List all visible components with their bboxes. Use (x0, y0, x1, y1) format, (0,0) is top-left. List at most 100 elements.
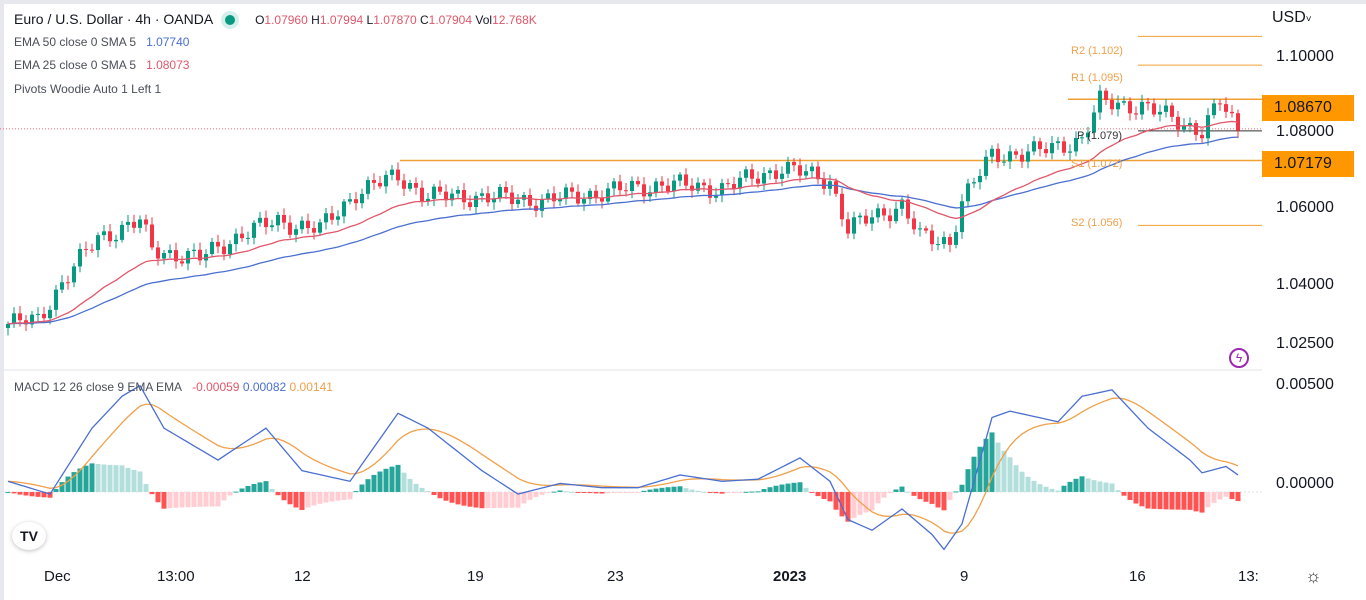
tradingview-logo-icon[interactable]: TV (12, 522, 46, 550)
macd-histogram-bar (923, 491, 929, 502)
symbol-legend: Euro / U.S. Dollar · 4h · OANDA O1.07960… (14, 11, 537, 27)
macd-histogram-bar (1043, 486, 1049, 492)
candle-body (1140, 101, 1144, 115)
candle-body (816, 166, 820, 180)
candle-body (156, 247, 160, 259)
candle-body (150, 224, 154, 248)
macd-histogram-bar (479, 491, 485, 509)
macd-histogram-bar (827, 491, 833, 502)
macd-histogram-bar (413, 483, 419, 492)
candle-body (966, 183, 970, 202)
candle-body (1146, 101, 1150, 104)
candle-body (1134, 113, 1138, 115)
candle-body (1014, 151, 1018, 155)
macd-histogram-bar (653, 488, 659, 492)
candle-body (678, 174, 682, 181)
macd-histogram-bar (137, 471, 143, 492)
candle-body (870, 217, 874, 224)
macd-histogram-bar (443, 491, 449, 501)
candle-body (768, 170, 772, 174)
macd-histogram-bar (287, 491, 293, 505)
candle-body (1056, 141, 1060, 144)
candle-body (1020, 154, 1024, 162)
macd-histogram-bar (1085, 478, 1091, 492)
macd-histogram-bar (713, 491, 719, 494)
candle-body (1194, 123, 1198, 135)
candle-body (618, 181, 622, 191)
macd-histogram-bar (275, 491, 281, 496)
candle-body (1038, 141, 1042, 150)
candle-body (858, 215, 862, 218)
candle-body (822, 179, 826, 189)
candle-body (1116, 102, 1120, 110)
currency-selector[interactable]: USD˅ (1272, 9, 1312, 26)
macd-histogram-bar (629, 491, 635, 493)
volume-value: 12.768K (492, 13, 537, 27)
symbol-title[interactable]: Euro / U.S. Dollar · 4h · OANDA (14, 11, 214, 27)
candle-body (402, 180, 406, 189)
macd-histogram-bar (773, 485, 779, 492)
candle-body (990, 148, 994, 157)
macd-histogram-bar (911, 491, 917, 496)
lightning-icon[interactable]: ϟ (1229, 348, 1249, 368)
macd-histogram-bar (1031, 480, 1037, 492)
candle-body (516, 199, 520, 205)
macd-histogram-bar (221, 491, 227, 501)
macd-histogram-bar (47, 491, 53, 498)
settings-gear-icon[interactable]: ☼ (1305, 566, 1322, 586)
candle-body (690, 185, 694, 191)
pivot-label-s1: S1 (1.072) (1071, 158, 1123, 170)
macd-histogram-bar (755, 491, 761, 493)
candle-body (1188, 123, 1192, 126)
candle-body (1092, 112, 1096, 133)
candle-body (330, 213, 334, 220)
ema50-legend[interactable]: EMA 50 close 0 SMA 5 1.07740 (14, 35, 190, 49)
candle-body (852, 217, 856, 234)
candle-body (294, 229, 298, 235)
macd-histogram-bar (167, 491, 173, 509)
macd-histogram-bar (1127, 491, 1133, 501)
macd-histogram-bar (491, 491, 497, 508)
candle-body (426, 198, 430, 201)
candle-body (540, 199, 544, 211)
candle-body (174, 250, 178, 262)
macd-histogram-bar (761, 489, 767, 492)
macd-histogram-bar (1235, 491, 1241, 502)
candle-body (408, 182, 412, 189)
macd-histogram-bar (797, 482, 803, 492)
macd-histogram-bar (515, 491, 521, 508)
level-tag-lower: 1.07179 (1262, 151, 1354, 177)
ema25-legend[interactable]: EMA 25 close 0 SMA 5 1.08073 (14, 58, 190, 72)
macd-legend[interactable]: MACD 12 26 close 9 EMA EMA -0.00059 0.00… (14, 380, 333, 394)
candle-body (1224, 104, 1228, 112)
macd-histogram-bar (497, 491, 503, 508)
candle-body (600, 197, 604, 202)
macd-histogram-bar (737, 491, 743, 493)
macd-histogram-bar (1169, 491, 1175, 510)
candle-body (66, 282, 70, 284)
candle-body (444, 191, 448, 201)
macd-histogram-bar (197, 491, 203, 507)
macd-histogram-bar (809, 491, 815, 493)
candle-body (60, 282, 64, 290)
candle-body (348, 199, 352, 202)
candle-body (72, 266, 76, 283)
ema25-line (7, 120, 1239, 325)
macd-histogram-bar (1115, 490, 1121, 492)
candle-body (834, 181, 838, 194)
candle-body (12, 313, 16, 324)
macd-histogram-bar (953, 491, 959, 493)
candle-body (102, 231, 106, 236)
time-label: 23 (607, 568, 624, 585)
macd-histogram-bar (485, 491, 491, 509)
pivots-legend[interactable]: Pivots Woodie Auto 1 Left 1 (14, 82, 162, 96)
candle-body (1080, 137, 1084, 139)
macd-histogram-bar (293, 491, 299, 508)
macd-histogram-bar (473, 491, 479, 508)
macd-histogram-bar (935, 491, 941, 508)
macd-histogram-bar (833, 491, 839, 510)
candle-body (840, 193, 844, 220)
candle-body (936, 244, 940, 246)
candle-body (888, 215, 892, 222)
